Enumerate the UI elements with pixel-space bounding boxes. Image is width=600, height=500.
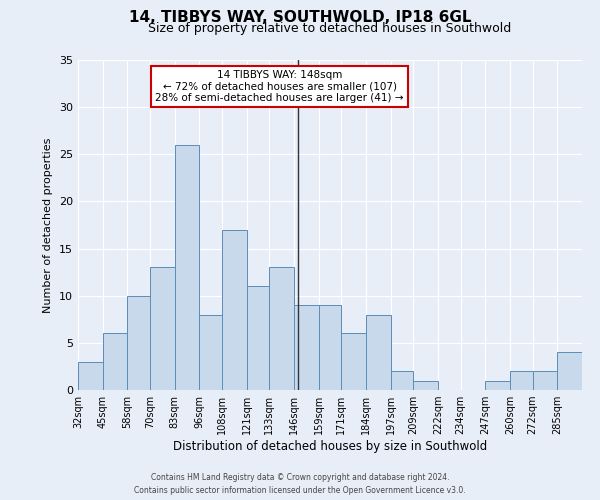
Text: Contains HM Land Registry data © Crown copyright and database right 2024.
Contai: Contains HM Land Registry data © Crown c… [134,474,466,495]
Text: 14 TIBBYS WAY: 148sqm
← 72% of detached houses are smaller (107)
28% of semi-det: 14 TIBBYS WAY: 148sqm ← 72% of detached … [155,70,404,103]
Bar [78,362,103,390]
Bar [199,314,222,390]
Text: 14, TIBBYS WAY, SOUTHWOLD, IP18 6GL: 14, TIBBYS WAY, SOUTHWOLD, IP18 6GL [129,10,471,25]
Bar [533,371,557,390]
Bar [127,296,150,390]
Bar [485,380,510,390]
Bar [341,334,366,390]
Bar [391,371,413,390]
X-axis label: Distribution of detached houses by size in Southwold: Distribution of detached houses by size … [173,440,487,453]
Bar [319,305,341,390]
Bar [269,268,294,390]
Bar [150,268,175,390]
Bar [557,352,582,390]
Bar [510,371,533,390]
Bar [175,145,199,390]
Bar [222,230,247,390]
Title: Size of property relative to detached houses in Southwold: Size of property relative to detached ho… [148,22,512,35]
Bar [103,334,127,390]
Bar [413,380,438,390]
Y-axis label: Number of detached properties: Number of detached properties [43,138,53,312]
Bar [247,286,269,390]
Bar [366,314,391,390]
Bar [294,305,319,390]
